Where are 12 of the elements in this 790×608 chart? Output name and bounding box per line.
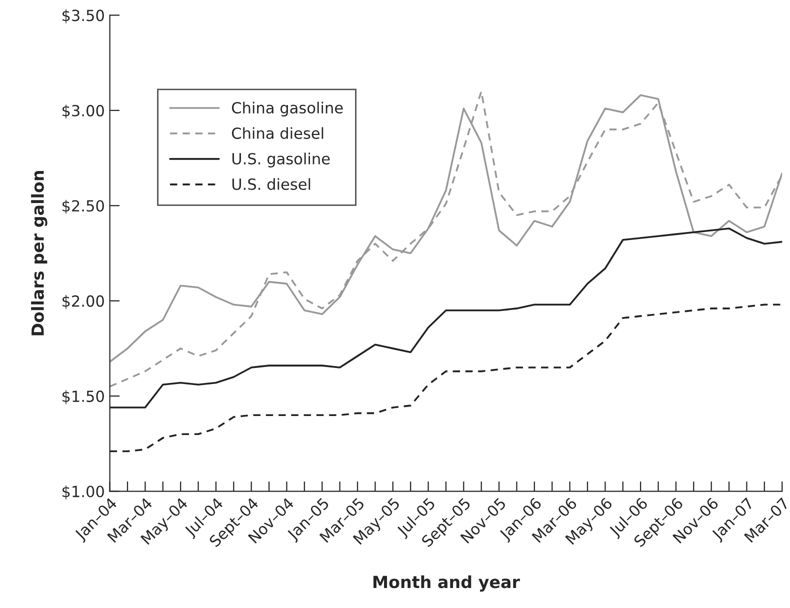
legend-label: China diesel: [232, 127, 324, 140]
y-tick-label: $1.00: [62, 485, 104, 500]
legend-label: U.S. gasoline: [232, 152, 330, 168]
y-tick-label: $3.00: [62, 104, 104, 118]
y-tick-label: $3.50: [62, 9, 104, 24]
y-tick-label: $2.00: [62, 295, 104, 309]
x-axis-title: Month and year: [373, 575, 520, 592]
y-tick-label: $2.50: [62, 200, 104, 214]
legend-label: China gasoline: [232, 102, 343, 116]
y-axis-title: Dollars per gallon: [31, 171, 48, 336]
legend-label: U.S. diesel: [232, 178, 310, 190]
y-tick-label: $1.50: [62, 390, 104, 404]
